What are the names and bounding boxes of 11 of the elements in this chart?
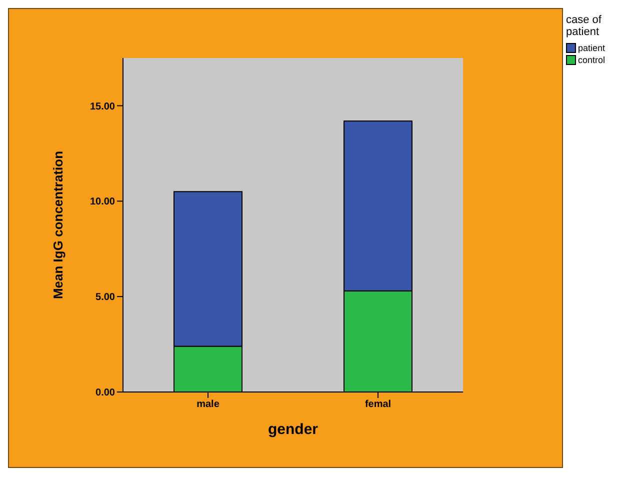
x-axis-title: gender: [268, 421, 318, 438]
y-tick-label: 5.00: [96, 292, 116, 304]
y-tick-label: 15.00: [90, 101, 116, 112]
x-tick-label: male: [196, 399, 220, 410]
y-tick-label: 0.00: [96, 388, 116, 399]
y-tick-label: 10.00: [90, 196, 116, 208]
legend-title: case of patient: [566, 14, 602, 38]
legend-label: control: [577, 54, 606, 66]
legend-label: patient: [577, 42, 606, 54]
x-tick-label: femal: [364, 399, 392, 410]
y-axis-title: Mean IgG concentration: [50, 150, 66, 300]
